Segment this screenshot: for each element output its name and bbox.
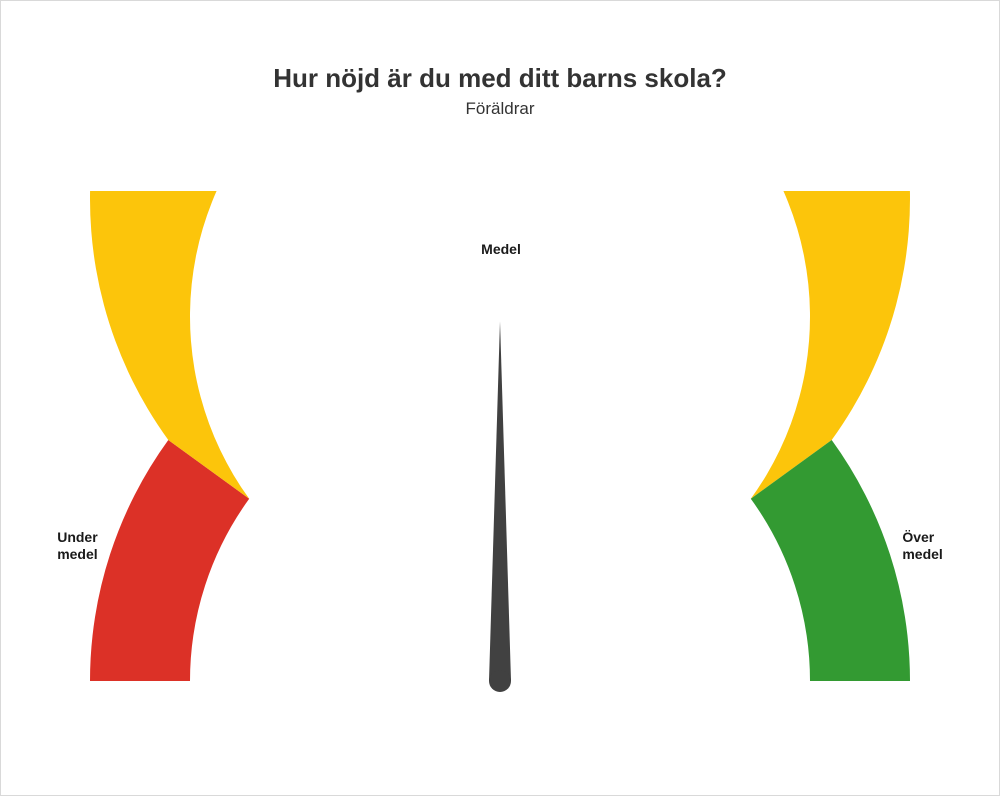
gauge-pivot	[489, 670, 511, 692]
gauge-chart	[20, 191, 980, 711]
chart-frame: Hur nöjd är du med ditt barns skola? För…	[0, 0, 1000, 796]
chart-subtitle: Föräldrar	[1, 99, 999, 119]
gauge-label-medel: Medel	[481, 241, 521, 259]
gauge-container	[1, 191, 999, 711]
gauge-label-over-medel: Över medel	[902, 529, 942, 564]
chart-title: Hur nöjd är du med ditt barns skola?	[1, 63, 999, 94]
gauge-needle	[489, 321, 511, 681]
gauge-label-under-medel: Under medel	[57, 529, 97, 564]
